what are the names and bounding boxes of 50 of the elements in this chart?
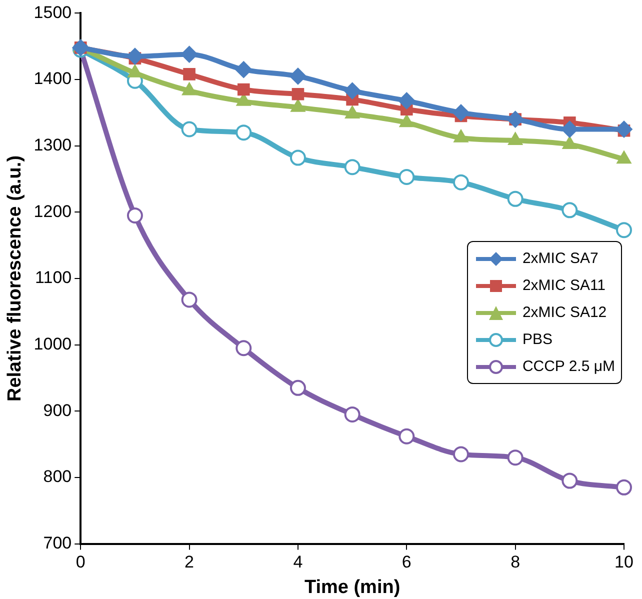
y-tick-label: 800: [43, 467, 72, 486]
legend-label: 2xMIC SA12: [522, 304, 607, 322]
point: [237, 83, 250, 96]
x-tick-label: 4: [293, 552, 303, 572]
x-tick-label: 6: [402, 552, 412, 572]
point: [235, 61, 252, 78]
point: [344, 82, 361, 100]
point: [236, 124, 252, 141]
point: [562, 202, 578, 218]
legend-label: 2xMIC SA7: [522, 250, 598, 268]
point: [181, 121, 198, 138]
point: [344, 406, 360, 422]
point: [126, 207, 143, 224]
point: [183, 68, 196, 80]
x-axis-title: Time (min): [304, 576, 400, 598]
point: [452, 446, 469, 462]
point: [289, 68, 306, 85]
point: [398, 428, 415, 444]
point: [507, 450, 524, 466]
point: [344, 159, 360, 176]
point: [290, 150, 306, 166]
y-tick-label: 1500: [34, 2, 72, 22]
point: [290, 380, 306, 396]
y-tick-label: 1000: [34, 334, 72, 354]
point: [452, 174, 469, 190]
point: [236, 340, 252, 356]
y-tick-label: 700: [43, 533, 72, 552]
point: [616, 120, 632, 138]
x-tick-label: 8: [510, 552, 520, 572]
point: [616, 479, 632, 496]
point: [452, 104, 470, 122]
x-tick-label: 0: [76, 552, 86, 572]
x-tick-label: 10: [614, 552, 634, 572]
y-tick-label: 900: [43, 400, 72, 420]
point: [616, 222, 632, 238]
y-axis-title: Relative fluorescence (a.u.): [4, 155, 26, 402]
legend-label: 2xMIC SA11: [522, 277, 606, 294]
point: [398, 169, 415, 186]
point: [292, 88, 304, 100]
point: [181, 292, 198, 308]
point: [562, 472, 578, 489]
x-tick-label: 2: [184, 552, 194, 572]
y-tick-label: 1200: [34, 202, 72, 221]
point: [398, 92, 416, 110]
y-tick-label: 1300: [34, 136, 72, 155]
y-tick-label: 1400: [34, 69, 72, 88]
legend-label: CCCP 2.5 μM: [522, 358, 615, 376]
point: [507, 190, 524, 207]
y-tick-label: 1100: [35, 268, 72, 288]
legend-label: PBS: [522, 331, 552, 348]
